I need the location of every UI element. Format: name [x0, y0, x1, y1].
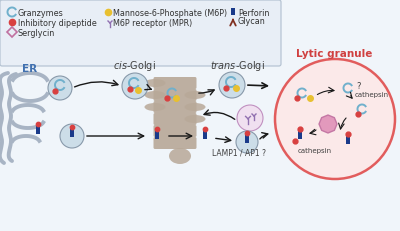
Text: Granzymes: Granzymes: [18, 9, 64, 17]
FancyBboxPatch shape: [0, 1, 281, 67]
Ellipse shape: [144, 80, 166, 88]
Text: LAMP1 / AP1 ?: LAMP1 / AP1 ?: [212, 148, 266, 157]
Text: Inhibitory dipeptide: Inhibitory dipeptide: [18, 18, 97, 27]
Text: $\it{cis}$-Golgi: $\it{cis}$-Golgi: [113, 59, 156, 73]
FancyBboxPatch shape: [154, 78, 196, 90]
Ellipse shape: [144, 92, 166, 100]
Circle shape: [60, 125, 84, 148]
Circle shape: [275, 60, 395, 179]
Ellipse shape: [184, 92, 206, 100]
Circle shape: [219, 73, 245, 99]
Bar: [245, 134, 249, 143]
Text: Perforin: Perforin: [238, 9, 269, 17]
Text: $\it{trans}$-Golgi: $\it{trans}$-Golgi: [210, 59, 265, 73]
FancyBboxPatch shape: [154, 102, 196, 113]
FancyBboxPatch shape: [154, 137, 196, 149]
Text: cathepsin: cathepsin: [355, 92, 389, 97]
Ellipse shape: [184, 103, 206, 112]
Text: cathepsin: cathepsin: [298, 147, 332, 153]
FancyBboxPatch shape: [154, 113, 196, 125]
Circle shape: [48, 77, 72, 100]
FancyBboxPatch shape: [154, 125, 196, 137]
Text: Mannose-6-Phosphate (M6P): Mannose-6-Phosphate (M6P): [113, 9, 227, 17]
Text: ?: ?: [356, 82, 360, 91]
Bar: [346, 134, 350, 144]
Text: Lytic granule: Lytic granule: [296, 49, 372, 59]
Bar: [203, 130, 207, 139]
Text: ER: ER: [22, 64, 37, 74]
Circle shape: [237, 106, 263, 131]
Text: M6P receptor (MPR): M6P receptor (MPR): [113, 18, 192, 27]
Text: Serglycin: Serglycin: [18, 28, 55, 37]
Text: Glycan: Glycan: [238, 17, 266, 26]
Ellipse shape: [184, 116, 206, 123]
Circle shape: [122, 74, 148, 100]
Ellipse shape: [144, 103, 166, 112]
Bar: [231, 9, 235, 16]
FancyBboxPatch shape: [154, 90, 196, 102]
Ellipse shape: [169, 148, 191, 164]
Bar: [36, 125, 40, 134]
Bar: [298, 129, 302, 139]
Bar: [155, 130, 159, 139]
Circle shape: [236, 131, 258, 153]
Bar: [70, 128, 74, 137]
